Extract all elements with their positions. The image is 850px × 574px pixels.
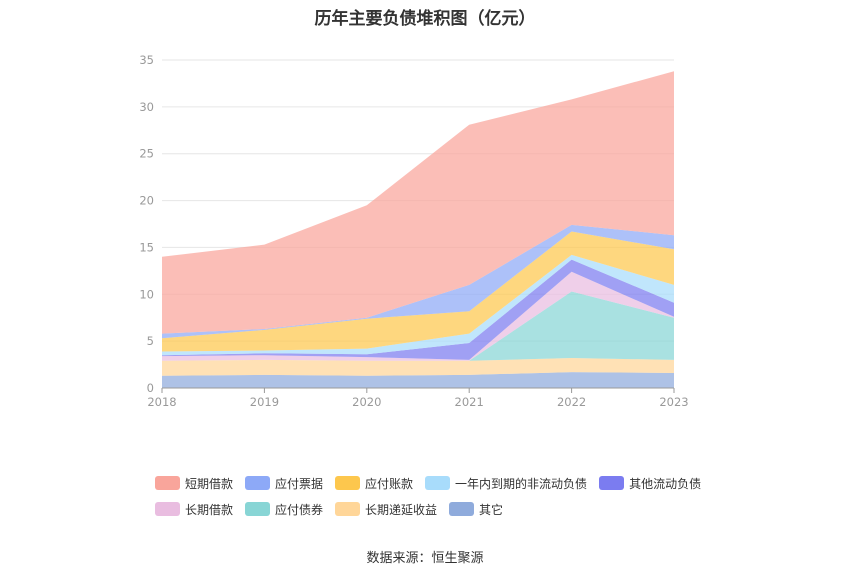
legend-swatch [245, 502, 271, 516]
legend-label: 一年内到期的非流动负债 [455, 476, 588, 491]
legend-item[interactable]: 短期借款 [155, 475, 233, 492]
legend-label: 应付债券 [275, 502, 324, 517]
legend-swatch [335, 476, 361, 490]
y-tick-label: 10 [139, 287, 154, 301]
x-tick-label: 2021 [455, 395, 484, 409]
area-series [162, 71, 674, 388]
data-source: 数据来源：恒生聚源 [366, 551, 484, 566]
legend-item[interactable]: 应付票据 [245, 475, 323, 492]
legend-swatch [245, 476, 271, 490]
legend-label: 长期递延收益 [365, 502, 438, 517]
legend-item[interactable]: 应付债券 [245, 501, 323, 518]
area-series-应付账款 [162, 231, 674, 352]
legend-label: 其它 [479, 502, 504, 517]
legend-row: 长期借款 应付债券 长期递延收益 其它 [155, 498, 715, 520]
x-tick-label: 2018 [147, 395, 176, 409]
axes: 0 5 10 15 20 25 30 35 2018 2019 2020 2021 2022 2023 [139, 53, 688, 409]
legend-item[interactable]: 其他流动负债 [599, 475, 701, 492]
x-tick-label: 2023 [659, 395, 688, 409]
legend-label: 长期借款 [185, 502, 234, 517]
y-tick-label: 20 [139, 194, 154, 208]
legend-label: 应付账款 [365, 476, 414, 491]
legend-item[interactable]: 长期借款 [155, 501, 233, 518]
area-series-其他流动负债 [162, 259, 674, 360]
area-series-应付债券 [162, 291, 674, 361]
legend-swatch [425, 476, 451, 490]
y-tick-label: 30 [139, 100, 154, 114]
legend-label: 应付票据 [275, 476, 324, 491]
y-tick-label: 35 [139, 53, 154, 67]
legend-swatch [599, 476, 625, 490]
legend-label: 其他流动负债 [629, 476, 702, 491]
legend-item[interactable]: 长期递延收益 [335, 501, 437, 518]
x-tick-label: 2020 [352, 395, 381, 409]
legend-item[interactable]: 一年内到期的非流动负债 [425, 475, 587, 492]
area-series-长期递延收益 [162, 358, 674, 376]
area-series-短期借款 [162, 71, 674, 334]
legend-item[interactable]: 其它 [449, 501, 503, 518]
y-tick-label: 25 [139, 147, 154, 161]
area-series-其它 [162, 372, 674, 388]
chart-title: 历年主要负债堆积图（亿元） [314, 9, 536, 29]
legend-label: 短期借款 [185, 476, 234, 491]
x-tick-label: 2022 [557, 395, 586, 409]
area-series-长期借款 [162, 271, 674, 361]
x-tick-label: 2019 [250, 395, 279, 409]
legend-swatch [155, 476, 180, 490]
legend-swatch [449, 502, 475, 516]
legend: 短期借款 应付票据 应付账款 一年内到期的非流动负债 其他流动负债 长期借款 应付债券 长期… [155, 472, 715, 524]
legend-row: 短期借款 应付票据 应付账款 一年内到期的非流动负债 其他流动负债 [155, 472, 715, 494]
y-tick-label: 0 [147, 381, 154, 395]
legend-swatch [335, 502, 361, 516]
legend-swatch [155, 502, 180, 516]
y-tick-label: 5 [147, 334, 154, 348]
area-series-应付票据 [162, 224, 674, 339]
legend-item[interactable]: 应付账款 [335, 475, 413, 492]
area-series-一年内到期的非流动负债 [162, 254, 674, 356]
y-tick-label: 15 [139, 240, 154, 254]
